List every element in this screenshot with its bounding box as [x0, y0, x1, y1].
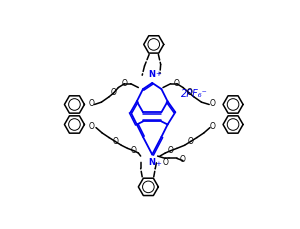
Text: 2PF₆⁻: 2PF₆⁻ [181, 89, 208, 99]
Text: N: N [149, 158, 156, 167]
Text: O: O [162, 158, 168, 167]
Text: +: + [155, 161, 161, 167]
Text: O: O [179, 155, 185, 164]
Text: O: O [122, 79, 128, 88]
Text: O: O [186, 88, 192, 97]
Text: O: O [168, 146, 174, 155]
Text: O: O [88, 122, 94, 131]
Text: O: O [209, 122, 215, 131]
Text: N: N [149, 70, 156, 79]
Text: O: O [209, 99, 215, 108]
Text: O: O [131, 146, 137, 155]
Text: +: + [155, 71, 161, 77]
Text: O: O [112, 137, 118, 146]
Text: O: O [88, 99, 94, 108]
Text: O: O [111, 88, 117, 97]
Text: O: O [188, 137, 194, 146]
Text: O: O [174, 79, 180, 88]
